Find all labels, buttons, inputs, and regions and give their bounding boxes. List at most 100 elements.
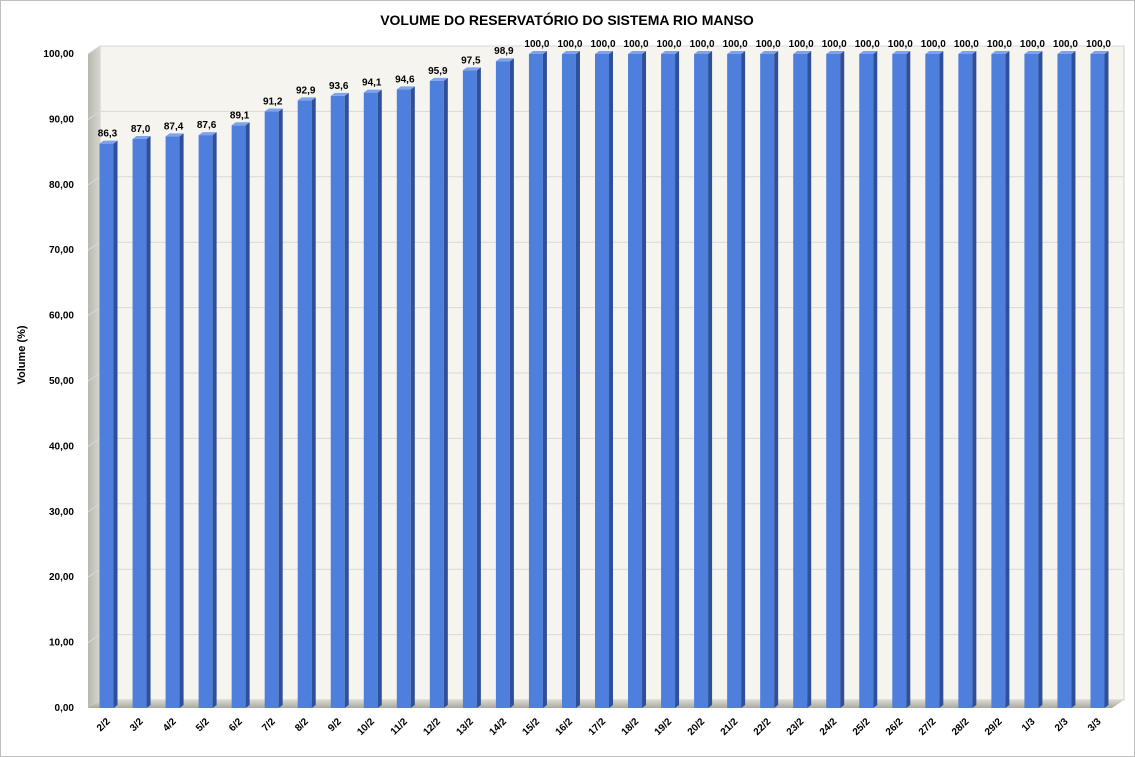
x-tick-label: 1/3 [1020,716,1038,734]
bar-front [198,135,213,708]
gridline-side [87,568,101,578]
bar-top [396,86,415,90]
bar [826,51,845,708]
bar [297,97,316,708]
x-tick-label: 24/2 [818,716,840,738]
bar [1090,51,1109,708]
data-label: 100,0 [888,39,913,50]
bar-front [429,80,444,708]
bar-front [793,54,808,708]
bar-side [807,51,812,708]
y-tick-label: 50,00 [49,376,74,387]
gridline-side [87,437,101,447]
data-label: 89,1 [230,110,250,121]
x-tick-label: 9/2 [326,716,344,734]
bars [99,51,1109,709]
bar-top [429,77,448,81]
bar-top [99,140,118,144]
x-tick-label: 8/2 [293,716,311,734]
bar-front [628,54,643,708]
bar-top [1090,51,1109,54]
data-label: 87,4 [164,121,184,132]
data-label: 100,0 [557,39,582,50]
x-tick-label: 4/2 [161,716,179,734]
y-tick-label: 30,00 [49,507,74,518]
bar-front [595,54,609,708]
bar-front [1090,54,1105,708]
data-label: 100,0 [723,39,748,50]
x-tick-label: 2/2 [95,716,113,734]
bar [99,140,118,708]
data-label: 95,9 [428,66,448,77]
bar-side [741,51,746,708]
bar-front [297,100,312,708]
x-tick-label: 13/2 [454,716,476,738]
x-tick-label: 21/2 [719,716,741,738]
bar-side [675,51,680,708]
bar [363,89,382,708]
bar-front [165,136,180,709]
bar-side [708,51,713,708]
y-tick-label: 90,00 [49,114,74,125]
data-label: 97,5 [461,55,481,66]
data-label: 100,0 [855,39,880,50]
bar-front [561,54,576,708]
bar-side [344,92,349,708]
x-tick-label: 6/2 [227,716,245,734]
bar-top [198,132,217,136]
bar-side [212,132,217,708]
data-labels: 86,3 87,0 87,4 87,6 89,1 91,2 92,9 93,6 94,1 94,6… [98,39,1112,140]
bar-front [958,54,973,708]
bar [595,51,613,708]
bar-top [330,92,349,96]
bar [859,51,878,708]
bar [628,51,647,708]
bar-front [495,61,510,709]
chart-title: VOLUME DO RESERVATÓRIO DO SISTEMA RIO MA… [380,11,754,28]
x-tick-label: 19/2 [653,716,675,738]
data-label: 86,3 [98,129,118,140]
bar-front [826,54,841,708]
bar-top [495,58,514,62]
bar [793,51,812,708]
x-tick-label: 16/2 [554,716,576,738]
x-tick-label: 27/2 [917,716,939,738]
data-label: 100,0 [524,39,549,50]
bar-side [873,51,878,708]
data-label: 100,0 [690,39,715,50]
x-tick-label: 3/3 [1086,716,1104,734]
x-tick-label: 7/2 [260,716,278,734]
x-tick-label: 14/2 [487,716,509,738]
data-label: 92,9 [296,85,316,96]
data-label: 98,9 [494,46,514,57]
bar-top [793,51,812,54]
bar-side [1005,51,1010,708]
data-label: 100,0 [590,39,615,50]
bar [132,136,151,708]
bar-side [443,77,448,708]
bar-top [231,122,250,126]
bar-front [1057,54,1072,708]
bar-front [991,54,1006,708]
x-tick-label: 25/2 [851,716,873,738]
bar [1057,51,1076,708]
bar-side [509,58,514,709]
gridline-side [87,45,101,55]
x-tick-label: 18/2 [620,716,642,738]
x-tick-label: 5/2 [194,716,212,734]
bar-front [132,139,147,708]
x-tick-label: 12/2 [421,716,443,738]
bar-top [859,51,878,54]
y-tick-label: 20,00 [49,572,74,583]
bar-top [528,51,547,54]
bar-top [760,51,779,54]
bar-top [958,51,977,54]
y-tick-label: 100,00 [43,49,74,60]
bar-top [925,51,944,54]
bar [661,51,680,708]
bar-front [363,92,378,708]
bar-top [1024,51,1043,54]
data-label: 91,2 [263,97,283,108]
bar-top [595,51,613,54]
